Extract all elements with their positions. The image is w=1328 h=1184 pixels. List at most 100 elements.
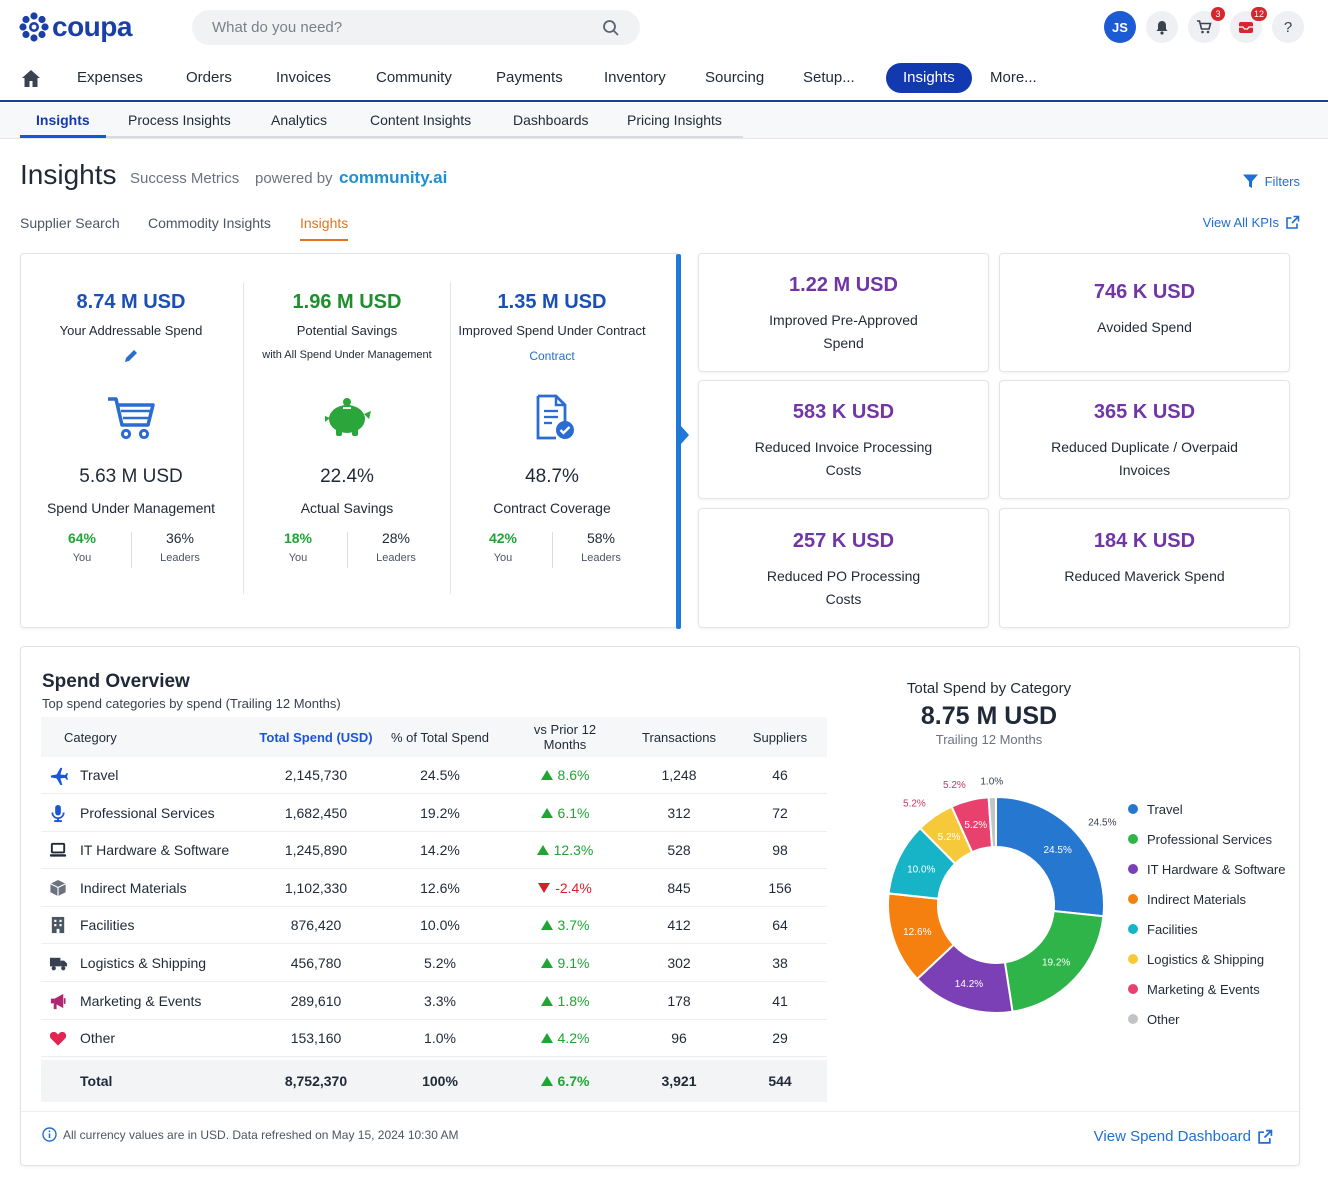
kpi-summary-card: 8.74 M USD Your Addressable Spend 5.63 M… — [20, 253, 689, 629]
table-row[interactable]: Facilities 876,420 10.0% 3.7% 412 64 — [41, 907, 827, 945]
spend-donut-chart[interactable]: 24.5%24.5%19.2%14.2%12.6%10.0%5.2%5.2%5.… — [829, 772, 1129, 1042]
legend-item[interactable]: Logistics & Shipping — [1128, 944, 1285, 974]
col-percent-total[interactable]: % of Total Spend — [390, 729, 490, 745]
table-row[interactable]: Logistics & Shipping 456,780 5.2% 9.1% 302 38 — [41, 945, 827, 982]
kpi-tile-avoided-spend[interactable]: 746 K USD Avoided Spend — [999, 253, 1290, 372]
coupa-logo[interactable]: coupa — [18, 10, 132, 44]
legend-item[interactable]: Indirect Materials — [1128, 884, 1285, 914]
subnav-content-insights[interactable]: Content Insights — [348, 103, 494, 138]
kpi-tile-pre-approved-spend[interactable]: 1.22 M USD Improved Pre-Approved Spend — [698, 253, 989, 372]
view-all-kpis-link[interactable]: View All KPIs — [1203, 215, 1300, 230]
kpi-accent-bar — [676, 254, 681, 629]
donut-slice-label: 10.0% — [907, 864, 935, 875]
donut-outer-label: 24.5% — [1088, 818, 1116, 829]
kpi-tile-po-processing[interactable]: 257 K USD Reduced PO Processing Costs — [698, 508, 989, 628]
col-category[interactable]: Category — [64, 729, 117, 745]
cell-total-spend: 8,752,370 — [284, 1072, 348, 1089]
cell-category: IT Hardware & Software — [80, 842, 230, 859]
kpi-divider — [243, 282, 244, 594]
bell-icon — [1156, 20, 1168, 35]
cell-category: Travel — [80, 767, 119, 783]
tile-label: Reduced Duplicate / Overpaid Invoices — [1051, 439, 1238, 478]
cell-transactions: 302 — [667, 955, 691, 971]
legend-item[interactable]: Marketing & Events — [1128, 974, 1285, 1004]
nav-community[interactable]: Community — [376, 69, 452, 86]
subnav-process-insights[interactable]: Process Insights — [106, 103, 253, 138]
cell-percent-total: 10.0% — [420, 917, 460, 934]
nav-orders[interactable]: Orders — [186, 69, 232, 86]
help-button[interactable]: ? — [1272, 11, 1304, 43]
home-icon[interactable] — [20, 68, 42, 90]
donut-slice-label: 24.5% — [1043, 845, 1071, 856]
notifications-button[interactable] — [1146, 11, 1178, 43]
subnav-pricing-insights[interactable]: Pricing Insights — [606, 103, 743, 138]
donut-slice-label: 5.2% — [964, 820, 987, 831]
kpi-tile-invoice-processing[interactable]: 583 K USD Reduced Invoice Processing Cos… — [698, 380, 989, 499]
edit-pencil-icon[interactable] — [123, 348, 139, 364]
table-row[interactable]: Marketing & Events 289,610 3.3% 1.8% 178 41 — [41, 983, 827, 1020]
tile-value: 746 K USD — [1093, 281, 1196, 303]
cell-total-spend: 2,145,730 — [284, 767, 348, 783]
subnav-dashboards[interactable]: Dashboards — [491, 103, 611, 138]
contract-link[interactable]: Contract — [529, 349, 575, 363]
table-row[interactable]: Professional Services 1,682,450 19.2% 6.1% 3… — [41, 795, 827, 832]
table-row[interactable]: Travel 2,145,730 24.5% 8.6% 1,248 46 — [41, 757, 827, 794]
donut-slice-label: 12.6% — [903, 927, 931, 938]
tab-insights[interactable]: Insights — [300, 215, 349, 241]
nav-insights[interactable]: Insights — [886, 63, 972, 93]
nav-sourcing[interactable]: Sourcing — [705, 69, 765, 86]
col-vs-prior[interactable]: vs Prior 12 Months — [533, 722, 597, 752]
legend-item[interactable]: Other — [1128, 1004, 1285, 1034]
legend-item[interactable]: Professional Services — [1128, 824, 1285, 854]
col-total-spend[interactable]: Total Spend (USD) — [259, 729, 373, 745]
kpi-tile-duplicate-invoices[interactable]: 365 K USD Reduced Duplicate / Overpaid I… — [999, 380, 1290, 499]
nav-invoices[interactable]: Invoices — [276, 69, 332, 86]
benchmark-you-value: 18% — [283, 530, 313, 546]
donut-outer-label: 5.2% — [903, 798, 926, 809]
cart-button[interactable]: 3 — [1188, 7, 1225, 43]
subnav-analytics[interactable]: Analytics — [250, 103, 349, 138]
filters-button[interactable]: Filters — [1242, 173, 1300, 190]
cell-percent-total: 19.2% — [420, 804, 460, 821]
subnav-insights[interactable]: Insights — [20, 103, 106, 138]
cell-suppliers: 46 — [772, 767, 788, 783]
benchmark-leaders: 58% Leaders — [561, 530, 641, 564]
user-avatar[interactable]: JS — [1104, 11, 1136, 43]
legend-item[interactable]: Travel — [1128, 794, 1285, 824]
nav-expenses[interactable]: Expenses — [77, 69, 143, 86]
cell-percent-total: 5.2% — [424, 955, 456, 971]
table-row[interactable]: Indirect Materials 1,102,330 12.6% -2.4% 845… — [41, 870, 827, 907]
nav-inventory[interactable]: Inventory — [604, 69, 666, 86]
donut-slice-other[interactable] — [987, 795, 997, 849]
benchmark-leaders-caption: Leaders — [376, 552, 416, 564]
nav-setup[interactable]: Setup... — [803, 69, 855, 86]
search-input[interactable]: What do you need? — [192, 10, 640, 45]
tab-supplier-search[interactable]: Supplier Search — [20, 215, 120, 231]
cell-transactions: 312 — [667, 804, 691, 821]
legend-item[interactable]: IT Hardware & Software — [1128, 854, 1285, 884]
powered-by-brand[interactable]: community.ai — [339, 168, 448, 187]
table-row[interactable]: Other 153,160 1.0% 4.2% 96 29 — [41, 1020, 827, 1058]
nav-payments[interactable]: Payments — [496, 69, 563, 86]
kpi-tile-maverick-spend[interactable]: 184 K USD Reduced Maverick Spend — [999, 508, 1290, 628]
table-row[interactable]: IT Hardware & Software 1,245,890 14.2% 12.3… — [41, 832, 827, 870]
cell-total-spend: 153,160 — [290, 1030, 342, 1047]
tab-commodity-insights[interactable]: Commodity Insights — [148, 215, 271, 231]
info-icon — [42, 1127, 57, 1142]
nav-more[interactable]: More... — [990, 69, 1037, 86]
inbox-icon — [1239, 22, 1253, 33]
tile-value: 1.22 M USD — [789, 274, 898, 296]
laptop-icon — [49, 843, 67, 857]
view-spend-dashboard-link[interactable]: View Spend Dashboard — [1094, 1128, 1273, 1145]
donut-slice-travel[interactable] — [995, 795, 1105, 918]
search-icon[interactable] — [602, 19, 620, 37]
col-transactions[interactable]: Transactions — [642, 729, 716, 745]
cell-suppliers: 64 — [772, 917, 788, 934]
benchmark-you-value: 64% — [67, 530, 97, 546]
chart-subtitle: Trailing 12 Months — [935, 732, 1043, 747]
legend-item[interactable]: Facilities — [1128, 914, 1285, 944]
inbox-button[interactable]: 12 — [1230, 7, 1267, 43]
col-suppliers[interactable]: Suppliers — [752, 729, 808, 745]
box-icon — [50, 879, 66, 896]
donut-slice-professional-services[interactable] — [1003, 909, 1105, 1013]
